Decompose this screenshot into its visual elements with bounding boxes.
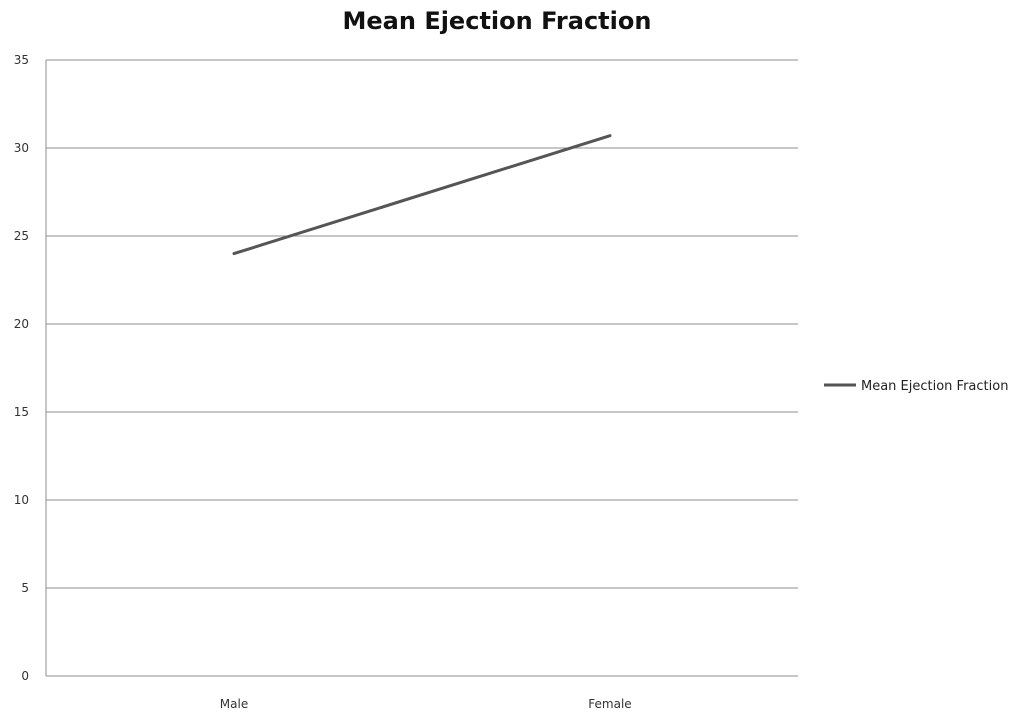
y-tick-label: 30 — [14, 141, 29, 155]
y-tick-label: 20 — [14, 317, 29, 331]
x-axis-ticks: Male Female — [220, 697, 632, 711]
x-tick-label: Female — [588, 697, 631, 711]
x-tick-label: Male — [220, 697, 248, 711]
gridlines — [45, 59, 798, 677]
legend: Mean Ejection Fraction — [824, 379, 1008, 394]
y-tick-label: 15 — [14, 405, 29, 419]
series-line — [232, 134, 612, 256]
y-tick-label: 25 — [14, 229, 29, 243]
series-lines — [232, 134, 612, 256]
legend-label: Mean Ejection Fraction — [861, 379, 1008, 394]
y-tick-label: 0 — [21, 669, 29, 683]
y-axis-ticks: 0 5 10 15 20 25 30 35 — [14, 53, 29, 683]
chart-title: Mean Ejection Fraction — [343, 7, 652, 35]
y-tick-label: 35 — [14, 53, 29, 67]
y-tick-label: 5 — [21, 581, 29, 595]
y-tick-label: 10 — [14, 493, 29, 507]
